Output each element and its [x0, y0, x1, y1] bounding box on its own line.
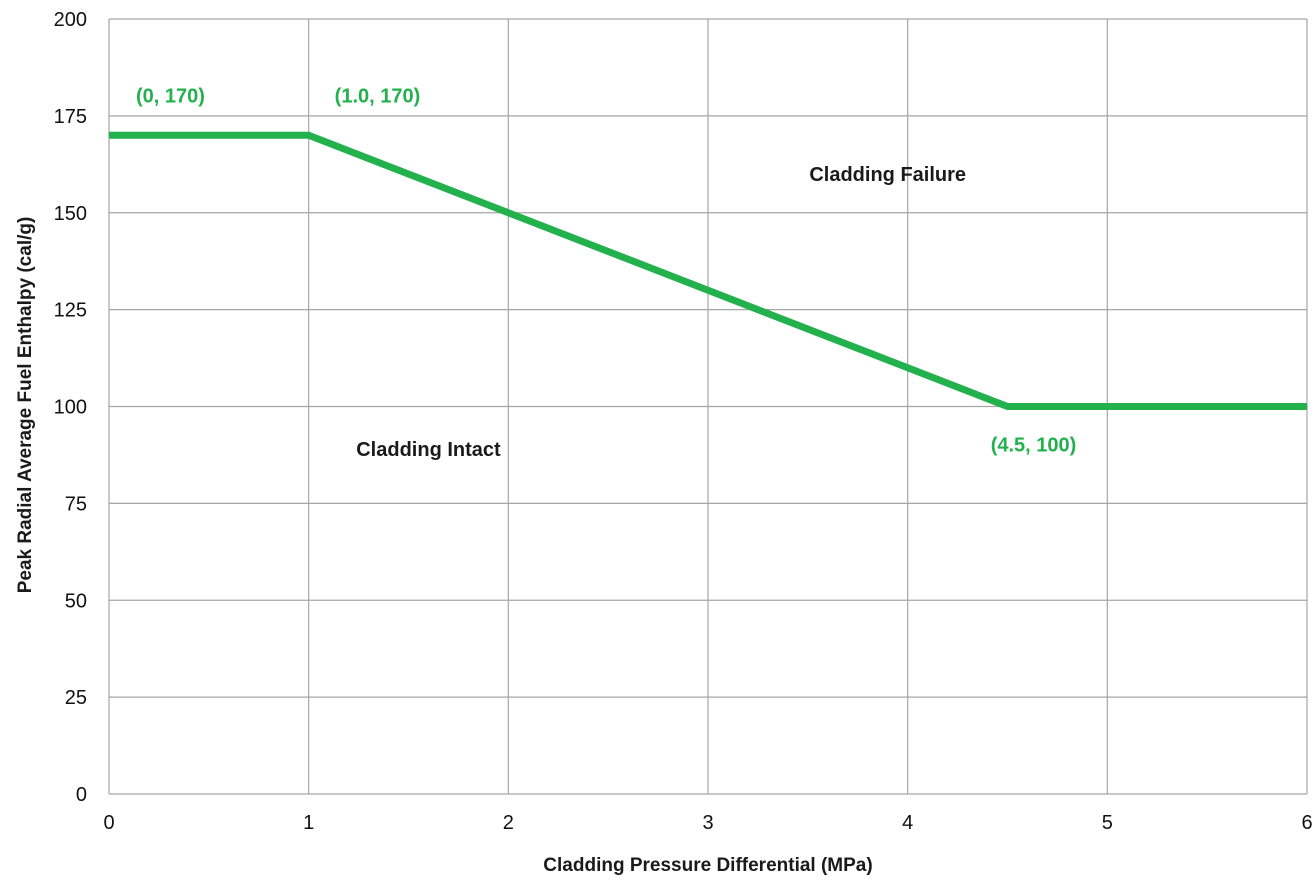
series-line [109, 131, 1307, 410]
y-tick-label: 200 [54, 9, 87, 31]
point-annotation: (4.5, 100) [991, 435, 1077, 457]
tick-labels: 0 1 2 3 4 5 6 0 25 50 75 100 125 150 175 200 [54, 9, 1313, 834]
y-tick-label: 25 [65, 687, 87, 709]
x-tick-label: 3 [702, 812, 713, 834]
x-tick-label: 1 [303, 812, 314, 834]
x-tick-label: 4 [902, 812, 913, 834]
y-tick-label: 175 [54, 106, 87, 128]
data-point [1007, 406, 1008, 407]
y-tick-label: 50 [65, 590, 87, 612]
x-tick-label: 5 [1102, 812, 1113, 834]
data-point [108, 134, 110, 136]
region-label: Cladding Failure [809, 164, 966, 186]
series-layer [108, 131, 1308, 410]
annotations: (0, 170) (1.0, 170) (4.5, 100) Cladding Fai… [136, 85, 1076, 461]
data-point [1306, 406, 1308, 407]
x-tick-label: 0 [103, 812, 114, 834]
data-point [308, 134, 310, 136]
point-annotation: (1.0, 170) [335, 85, 421, 107]
y-tick-label: 150 [54, 203, 87, 225]
region-label: Cladding Intact [356, 439, 501, 461]
y-tick-label: 125 [54, 300, 87, 322]
y-tick-label: 100 [54, 397, 87, 419]
y-axis-title: Peak Radial Average Fuel Enthalpy (cal/g… [15, 217, 36, 594]
y-tick-label: 0 [76, 784, 87, 806]
x-tick-label: 2 [503, 812, 514, 834]
y-tick-label: 75 [65, 493, 87, 515]
x-axis-title: Cladding Pressure Differential (MPa) [543, 855, 872, 876]
point-annotation: (0, 170) [136, 85, 205, 107]
x-tick-label: 6 [1301, 812, 1312, 834]
